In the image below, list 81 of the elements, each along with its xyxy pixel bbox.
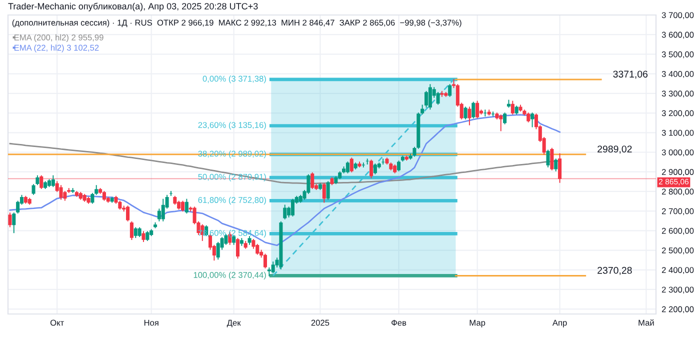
candlestick (550, 148, 554, 170)
candlestick (428, 84, 432, 110)
candlestick (503, 112, 507, 124)
candlestick (476, 100, 480, 118)
y-tick-label: 3 000,00 (662, 149, 694, 156)
candlestick (181, 200, 185, 212)
candlestick (530, 112, 534, 128)
y-tick-label: 2 200,00 (662, 306, 694, 314)
candlestick (468, 106, 472, 126)
y-tick-label: 2 700,00 (662, 208, 694, 216)
candlestick (8, 212, 12, 228)
series-label: 100,00% (2 370,44) (194, 272, 266, 280)
candlestick (90, 192, 94, 204)
legend-label: EMA (200, hl2) 2 955,99 (14, 34, 104, 42)
candlestick (283, 204, 287, 220)
y-tick-label: 3 300,00 (662, 90, 694, 98)
candlestick (499, 114, 503, 132)
candlestick (510, 100, 514, 114)
y-tick-label: 3 600,00 (662, 32, 694, 39)
candlestick (130, 221, 134, 240)
y-tick-label: 2 300,00 (662, 286, 694, 294)
x-tick-label: Май (638, 319, 654, 326)
candlestick (161, 198, 165, 222)
candlestick (126, 206, 130, 222)
y-tick-label: 2 900,00 (662, 169, 694, 176)
x-tick-label: Фев (392, 320, 406, 326)
candlestick (373, 164, 377, 174)
chart-title: Trader-Mechanic опубликовал(а), Апр 03, 2025 20:28 UTC+3 (8, 2, 258, 12)
candlestick (472, 102, 476, 118)
candlestick (59, 185, 63, 200)
x-tick-label: Ноя (144, 320, 158, 326)
candlestick (142, 231, 146, 242)
candlestick (267, 267, 271, 276)
candlestick (554, 158, 558, 172)
candlestick (546, 150, 550, 168)
series-label: 2370,28 (598, 266, 632, 275)
candlestick (397, 160, 401, 172)
y-tick-label: 3 400,00 (662, 71, 694, 78)
candlestick (346, 162, 350, 174)
y-tick-label: 3 700,00 (662, 12, 694, 20)
x-tick-label: Окт (50, 320, 64, 326)
series-label: 0,00% (3 371,38) (202, 76, 266, 84)
y-tick-label: 2 500,00 (662, 247, 694, 254)
text: (дополнительная сессия) · 1Д · RUS ОТКР 2 966,19 МАКС 2 992,13 МИН 2 846,47 ЗАКР 2 865,06 −99,98 (−3,37%) (12, 19, 462, 28)
candlestick (448, 84, 452, 97)
candlestick (236, 238, 240, 259)
series-label: 23,60% (3 135,16) (198, 122, 266, 130)
x-tick-label: Апр (552, 320, 567, 328)
candlestick (271, 262, 275, 274)
candlestick (310, 172, 314, 190)
candlestick (263, 254, 267, 268)
candlestick (32, 184, 36, 195)
candlestick (322, 183, 326, 203)
candlestick (51, 175, 55, 188)
candlestick (12, 212, 16, 234)
candlestick (350, 158, 354, 172)
y-tick-label: 3 100,00 (662, 130, 694, 137)
series-label: 61,80% (2 752,80) (198, 196, 266, 205)
line-series (9, 114, 560, 246)
candlestick (16, 200, 20, 214)
y-tick-label: 3 500,00 (662, 51, 694, 58)
candlestick (464, 106, 468, 120)
candlestick (184, 198, 188, 214)
y-tick-label: 2 600,00 (662, 228, 694, 235)
candlestick (134, 227, 138, 238)
candlestick (290, 198, 294, 216)
candlestick (436, 92, 440, 105)
series-label: 2989,02 (598, 146, 632, 154)
x-tick-label: Мар (470, 320, 486, 328)
x-tick-label: 2025 (311, 320, 330, 326)
candlestick (326, 181, 330, 200)
x-tick-label: Дек (226, 320, 241, 328)
candlestick (370, 160, 374, 178)
y-tick-label: 2 800,00 (662, 188, 694, 196)
y-tick-label: 2 400,00 (662, 267, 694, 274)
y-tick-label: 3 200,00 (662, 110, 694, 118)
legend-label: EMA (22, hl2) 3 102,52 (14, 44, 99, 52)
series-label: 3371,06 (613, 70, 648, 79)
candlestick (157, 208, 161, 222)
candlestick (558, 153, 562, 183)
candlestick (40, 175, 44, 190)
